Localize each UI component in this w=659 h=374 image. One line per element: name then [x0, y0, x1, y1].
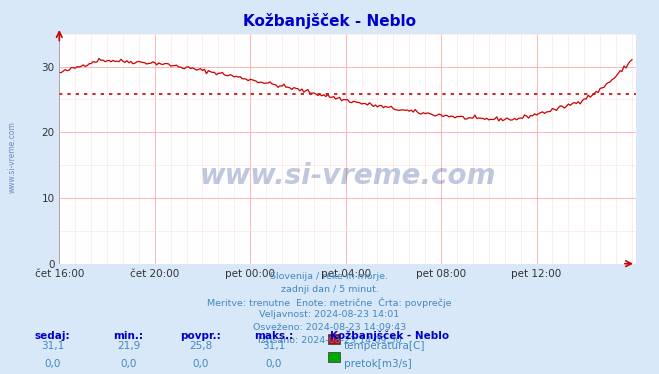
Text: Kožbanjšček - Neblo: Kožbanjšček - Neblo: [243, 13, 416, 29]
Text: zadnji dan / 5 minut.: zadnji dan / 5 minut.: [281, 285, 378, 294]
Text: Izrisano: 2024-08-23 14:09:50: Izrisano: 2024-08-23 14:09:50: [258, 336, 401, 345]
Text: Slovenija / reke in morje.: Slovenija / reke in morje.: [270, 272, 389, 281]
Text: www.si-vreme.com: www.si-vreme.com: [8, 121, 17, 193]
Text: 0,0: 0,0: [266, 359, 281, 370]
Text: maks.:: maks.:: [254, 331, 293, 341]
Text: Osveženo: 2024-08-23 14:09:43: Osveženo: 2024-08-23 14:09:43: [253, 323, 406, 332]
Text: povpr.:: povpr.:: [181, 331, 221, 341]
Text: 21,9: 21,9: [117, 341, 140, 352]
Text: 0,0: 0,0: [45, 359, 61, 370]
Text: 0,0: 0,0: [193, 359, 209, 370]
Text: min.:: min.:: [113, 331, 144, 341]
Text: 25,8: 25,8: [189, 341, 213, 352]
Text: temperatura[C]: temperatura[C]: [344, 341, 426, 352]
Text: sedaj:: sedaj:: [35, 331, 71, 341]
Text: pretok[m3/s]: pretok[m3/s]: [344, 359, 412, 370]
Text: 0,0: 0,0: [121, 359, 136, 370]
Text: Veljavnost: 2024-08-23 14:01: Veljavnost: 2024-08-23 14:01: [260, 310, 399, 319]
Text: 31,1: 31,1: [41, 341, 65, 352]
Text: 31,1: 31,1: [262, 341, 285, 352]
Text: Meritve: trenutne  Enote: metrične  Črta: povprečje: Meritve: trenutne Enote: metrične Črta: …: [207, 298, 452, 308]
Text: www.si-vreme.com: www.si-vreme.com: [200, 162, 496, 190]
Text: Kožbanjšček - Neblo: Kožbanjšček - Neblo: [330, 331, 449, 341]
